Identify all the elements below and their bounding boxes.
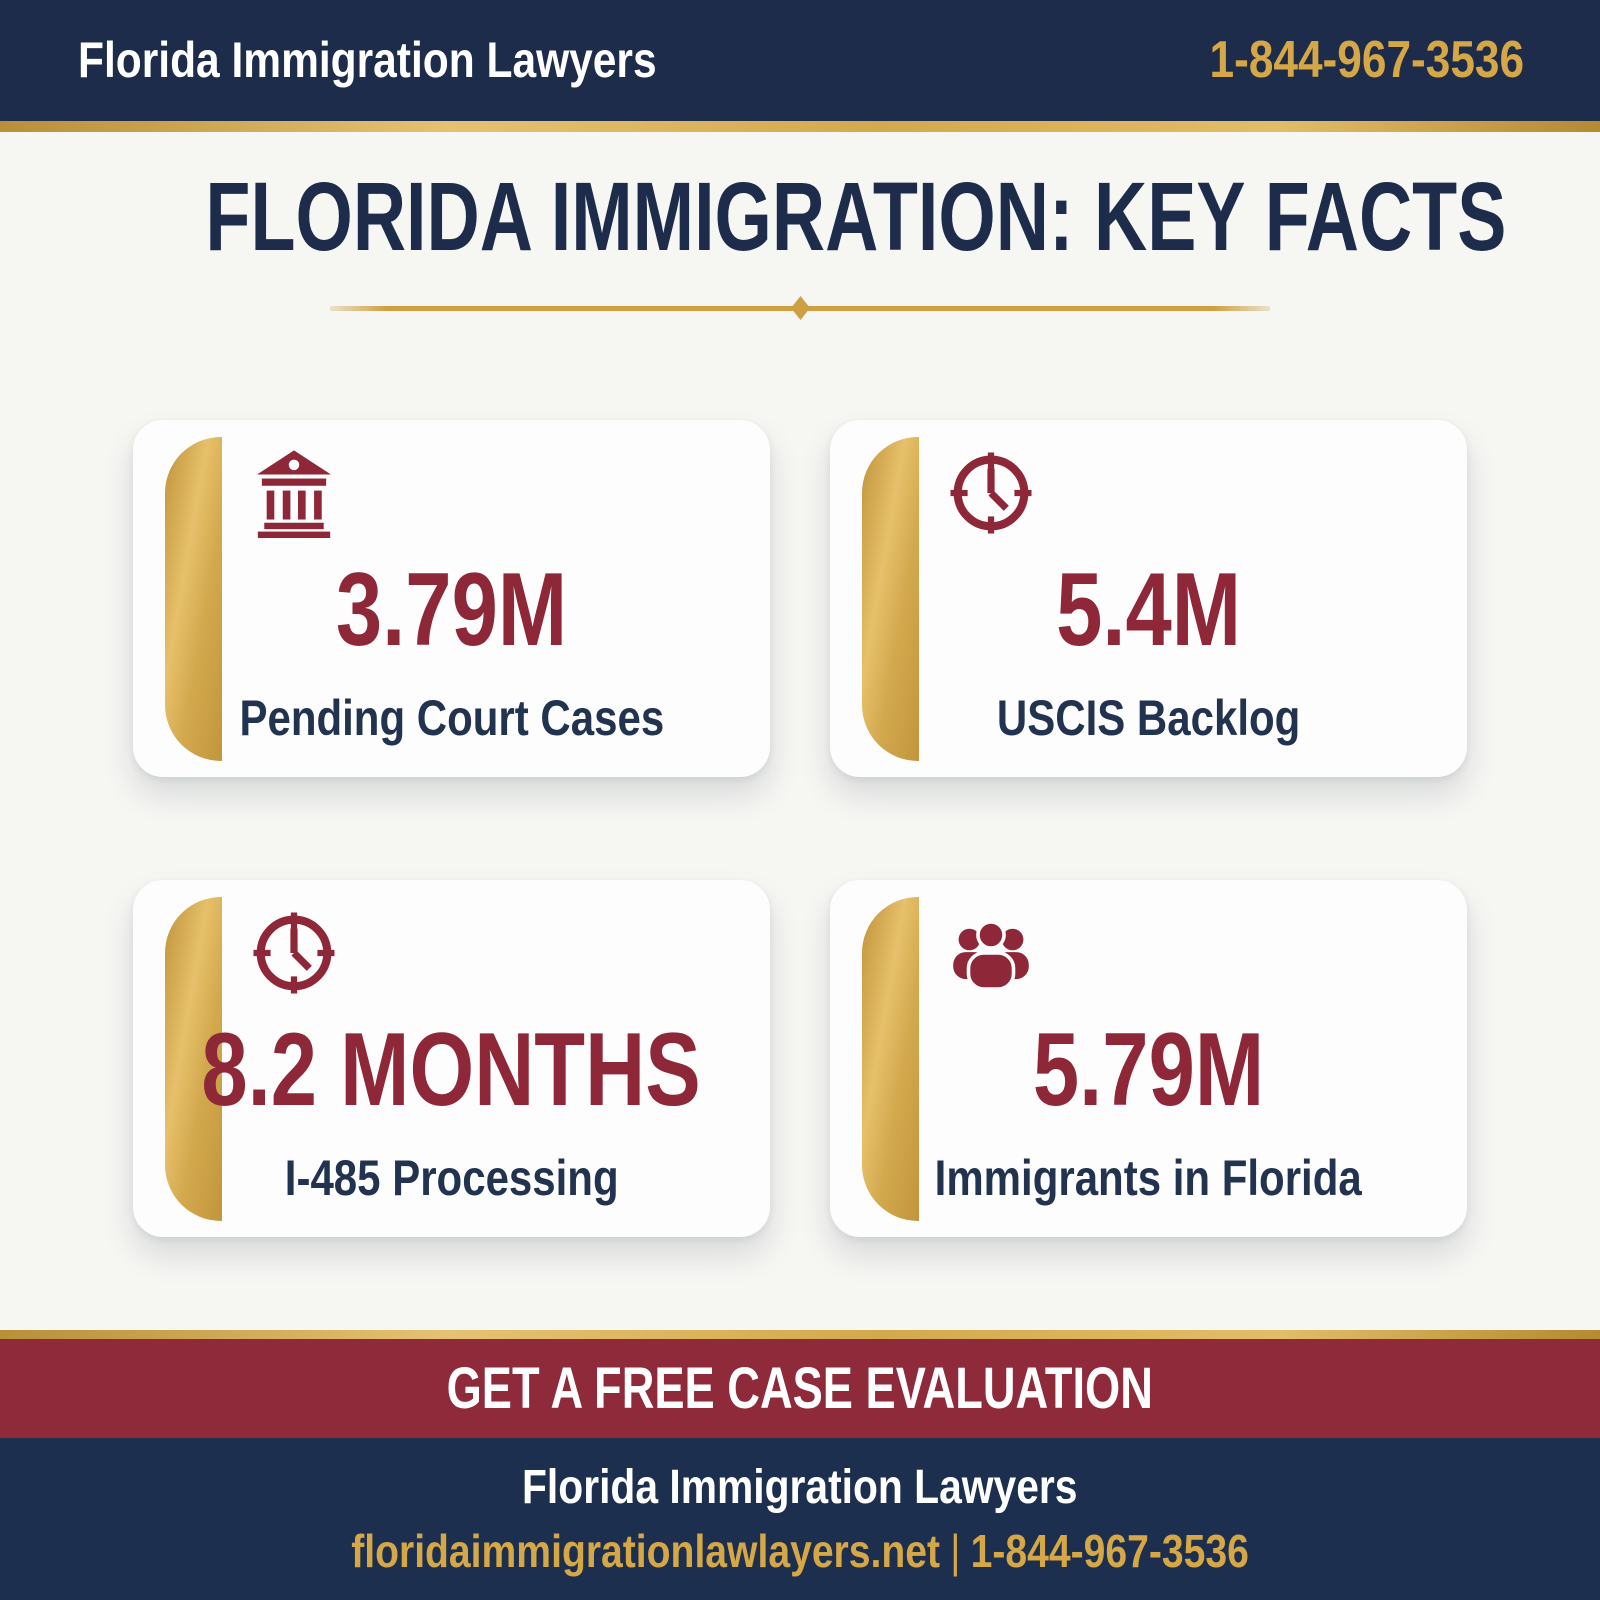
footer-phone-link[interactable]: 1-844-967-3536 — [970, 1525, 1249, 1577]
header-phone-link[interactable]: 1-844-967-3536 — [1209, 31, 1524, 89]
footer-separator: | — [950, 1525, 961, 1577]
footer-contact-line: floridaimmigrationlawlayers.net | 1-844-96… — [0, 1526, 1600, 1577]
stat-card-pending-court-cases: 3.79M Pending Court Cases — [133, 420, 770, 777]
stat-value: 3.79M — [335, 552, 568, 668]
clock-icon — [946, 448, 1036, 538]
page-title: FLORIDA IMMIGRATION: KEY FACTS — [205, 162, 1507, 271]
stat-label: USCIS Backlog — [996, 690, 1301, 746]
stat-card-i485-processing: 8.2 MONTHS I-485 Processing — [133, 880, 770, 1237]
gold-accent-bar — [862, 437, 919, 761]
stat-card-uscis-backlog: 5.4M USCIS Backlog — [830, 420, 1467, 777]
footer-brand: Florida Immigration Lawyers — [522, 1461, 1078, 1514]
courthouse-icon — [249, 448, 339, 538]
cta-label: GET A FREE CASE EVALUATION — [446, 1356, 1154, 1421]
footer-website-link[interactable]: floridaimmigrationlawlayers.net — [351, 1525, 940, 1577]
stat-value: 5.4M — [1056, 552, 1241, 668]
header-brand: Florida Immigration Lawyers — [78, 32, 657, 88]
gold-accent-bar — [862, 897, 919, 1221]
divider-diamond-icon — [791, 296, 810, 320]
stat-label: Pending Court Cases — [239, 690, 664, 746]
header-gold-stripe — [0, 121, 1600, 132]
footer-bar: Florida Immigration Lawyers floridaimmig… — [0, 1438, 1600, 1600]
stat-label: I-485 Processing — [284, 1150, 619, 1206]
stat-label: Immigrants in Florida — [934, 1150, 1363, 1206]
gold-accent-bar — [165, 437, 222, 761]
people-icon — [946, 908, 1036, 998]
footer-gold-stripe — [0, 1330, 1600, 1339]
stat-value: 5.79M — [1032, 1012, 1265, 1128]
stat-value: 8.2 MONTHS — [201, 1012, 702, 1128]
clock-icon — [249, 908, 339, 998]
gold-accent-bar — [165, 897, 222, 1221]
cta-banner[interactable]: GET A FREE CASE EVALUATION — [0, 1339, 1600, 1438]
stat-card-immigrants-in-florida: 5.79M Immigrants in Florida — [830, 880, 1467, 1237]
header-bar: Florida Immigration Lawyers 1-844-967-35… — [0, 0, 1600, 121]
